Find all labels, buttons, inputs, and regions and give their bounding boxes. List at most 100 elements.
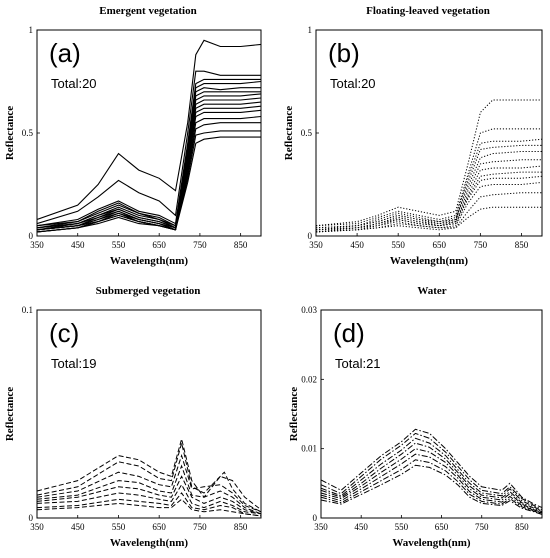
x-tick-label: 750 [193,522,207,532]
x-tick-label: 750 [193,240,207,250]
plot-frame [320,309,543,519]
panel-b: 350 450 550 650 750 850 0 0.5 1 Floating-leaved v… [283,5,543,267]
panel-title: Emergent vegetation [99,5,196,17]
series-line-3 [37,453,261,513]
x-tick-label: 550 [395,522,409,532]
x-tick-label: 550 [112,522,126,532]
x-tick-label: 450 [354,522,368,532]
series-line-4 [37,80,261,227]
series-line-5 [37,475,261,515]
series-line-8 [316,171,542,231]
series-line-8 [321,464,542,515]
x-tick-label: 450 [71,522,85,532]
y-tick-label: 0 [29,231,34,241]
y-tick-label: 0.1 [22,305,33,315]
x-tick-label: 650 [435,522,449,532]
series-line-11 [37,109,261,231]
panel-letter: (b) [328,38,360,68]
series-line-6 [321,453,542,514]
x-tick-label: 750 [475,522,489,532]
series-line-2 [316,128,542,227]
y-axis-label: Reflectance [4,106,16,160]
x-tick-label: 350 [314,522,328,532]
panel-c: 350 450 550 650 750 850 0 0.1 Submerged vegetati… [4,285,262,549]
series-line-5 [316,151,542,231]
series-group [316,99,542,233]
series-line-3 [321,437,542,512]
series-line-8 [37,97,261,231]
series-line-6 [37,483,261,515]
x-tick-label: 550 [391,240,405,250]
series-line-7 [37,492,261,517]
x-tick-label: 350 [30,522,44,532]
panel-letter: (c) [49,318,79,348]
x-tick-label: 850 [234,240,248,250]
x-tick-label: 350 [30,240,44,250]
series-line-2 [37,70,261,225]
y-axis-label: Reflectance [4,387,16,441]
panel-title: Floating-leaved vegetation [366,5,490,17]
panel-letter: (a) [49,38,81,68]
x-tick-label: 650 [152,240,166,250]
series-line-10 [316,181,542,233]
panel-d: 350 450 550 650 750 850 0 0.01 0.02 0.03 Water Wave… [288,285,543,549]
y-axis-label: Reflectance [288,387,300,441]
series-line-4 [37,464,261,515]
x-tick-label: 650 [152,522,166,532]
x-tick-label: 450 [71,240,85,250]
x-tick-label: 650 [433,240,447,250]
x-tick-label: 450 [350,240,364,250]
series-line-5 [321,448,542,513]
series-line-1 [316,99,542,227]
panel-title: Water [417,285,446,297]
series-line-15 [37,136,261,233]
series-line-4 [321,442,542,513]
y-axis-label: Reflectance [283,106,295,160]
series-line-3 [37,78,261,227]
y-tick-label: 0 [29,513,34,523]
y-tick-label: 0.03 [301,305,317,315]
y-tick-label: 1 [29,25,34,35]
x-axis-label: Wavelength(nm) [110,255,189,267]
series-line-10 [37,105,261,231]
panel-title: Submerged vegetation [96,285,201,297]
series-line-7 [316,165,542,231]
x-axis-label: Wavelength(nm) [392,537,471,549]
total-annotation: Total:20 [330,76,376,91]
x-tick-label: 850 [234,522,248,532]
y-tick-label: 0.02 [301,374,317,384]
total-annotation: Total:19 [51,356,97,371]
y-tick-label: 0.5 [301,128,313,138]
series-line-8 [37,498,261,517]
series-line-1 [321,428,542,509]
x-tick-label: 550 [112,240,126,250]
series-line-9 [37,101,261,231]
series-line-1 [37,437,261,511]
series-group [321,428,542,515]
series-line-1 [37,39,261,221]
series-line-7 [321,459,542,515]
x-tick-label: 750 [474,240,488,250]
series-line-6 [316,159,542,231]
plot-frame [36,309,262,519]
series-group [37,437,261,517]
x-axis-label: Wavelength(nm) [110,537,189,549]
y-tick-label: 0 [313,513,318,523]
x-axis-label: Wavelength(nm) [390,255,469,267]
y-tick-label: 1 [308,25,313,35]
total-annotation: Total:20 [51,76,97,91]
series-group [37,39,261,233]
y-tick-label: 0.5 [22,128,34,138]
x-tick-label: 850 [515,522,529,532]
y-tick-label: 0.01 [301,444,317,454]
x-tick-label: 350 [309,240,323,250]
panel-letter: (d) [333,318,365,348]
series-line-4 [316,144,542,229]
y-tick-label: 0 [308,231,313,241]
x-tick-label: 850 [515,240,529,250]
series-line-12 [316,206,542,233]
series-line-2 [321,432,542,511]
panel-a: 350 450 550 650 750 850 0 0.5 1 Emergent vegetati… [4,5,262,267]
total-annotation: Total:21 [335,356,381,371]
